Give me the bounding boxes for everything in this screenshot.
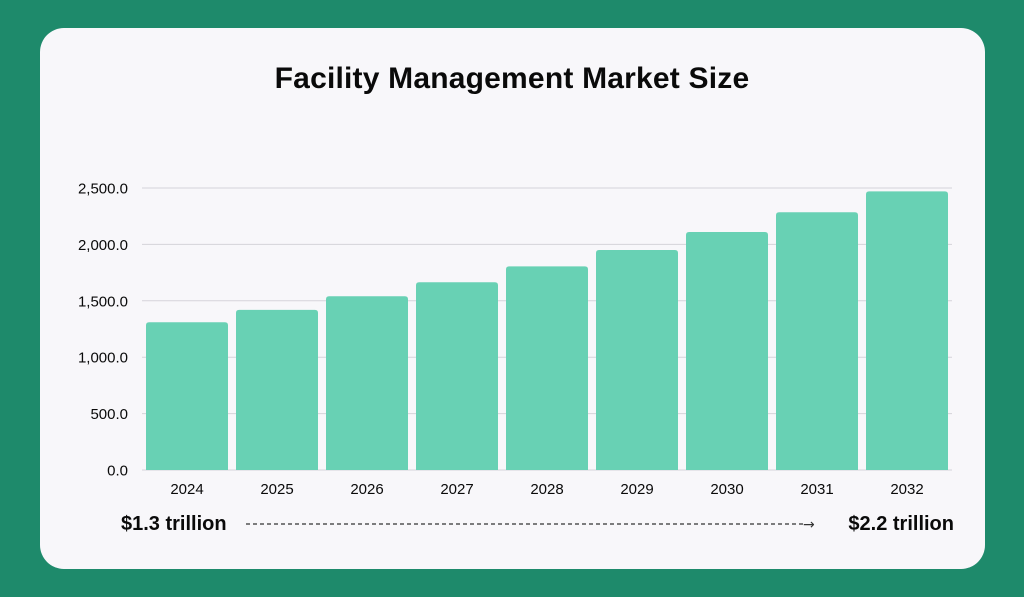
y-tick-label: 1,500.0 — [78, 293, 128, 310]
y-tick-label: 500.0 — [90, 406, 128, 423]
x-tick-label: 2031 — [800, 481, 833, 498]
y-tick-label: 2,000.0 — [78, 237, 128, 254]
x-tick-label: 2025 — [260, 481, 293, 498]
start-value-label: $1.3 trillion — [121, 513, 227, 535]
y-tick-label: 1,000.0 — [78, 350, 128, 367]
x-tick-label: 2032 — [890, 481, 923, 498]
bar-2028 — [506, 266, 588, 470]
end-value-label: $2.2 trillion — [848, 513, 954, 535]
arrow-right-icon: → — [803, 517, 815, 533]
bar-2031 — [776, 212, 858, 470]
bar-2032 — [866, 191, 948, 470]
y-tick-label: 0.0 — [107, 463, 128, 480]
x-tick-label: 2030 — [710, 481, 743, 498]
x-tick-label: 2027 — [440, 481, 473, 498]
bar-2025 — [236, 309, 318, 470]
bar-2030 — [686, 231, 768, 470]
x-tick-label: 2026 — [350, 481, 383, 498]
x-tick-label: 2024 — [170, 481, 203, 498]
bar-2026 — [326, 296, 408, 470]
y-tick-label: 2,500.0 — [78, 181, 128, 198]
bar-2027 — [416, 282, 498, 470]
chart-title: Facility Management Market Size — [274, 62, 750, 95]
bar-2024 — [146, 322, 228, 470]
x-tick-label: 2028 — [530, 481, 563, 498]
x-tick-label: 2029 — [620, 481, 653, 498]
bar-2029 — [596, 250, 678, 470]
